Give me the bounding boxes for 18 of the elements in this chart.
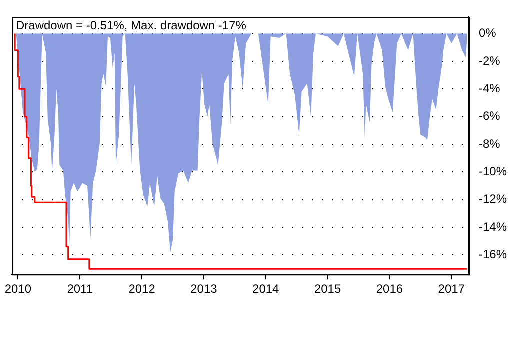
y-tick-label: -2% [478, 54, 501, 68]
x-tick-label: 2010 [4, 282, 32, 296]
y-tick-label: 0% [478, 26, 497, 40]
y-tick-label: -10% [478, 164, 508, 179]
y-tick-label: -6% [478, 109, 501, 124]
chart-title: Drawdown = -0.51%, Max. drawdown -17% [16, 18, 247, 33]
x-tick-label: 2014 [252, 282, 280, 296]
y-tick-label: -4% [478, 81, 501, 96]
y-tick-label: -12% [478, 192, 508, 206]
x-tick-label: 2013 [190, 282, 218, 296]
y-tick-label: -16% [478, 248, 508, 262]
x-tick-label: 2012 [128, 282, 156, 296]
x-tick-label: 2015 [314, 282, 342, 296]
x-tick-label: 2017 [438, 282, 466, 296]
x-tick-label: 2016 [376, 282, 404, 296]
y-tick-label: -14% [478, 220, 508, 234]
x-tick-label: 2011 [67, 282, 94, 296]
y-tick-label: -8% [478, 136, 501, 151]
